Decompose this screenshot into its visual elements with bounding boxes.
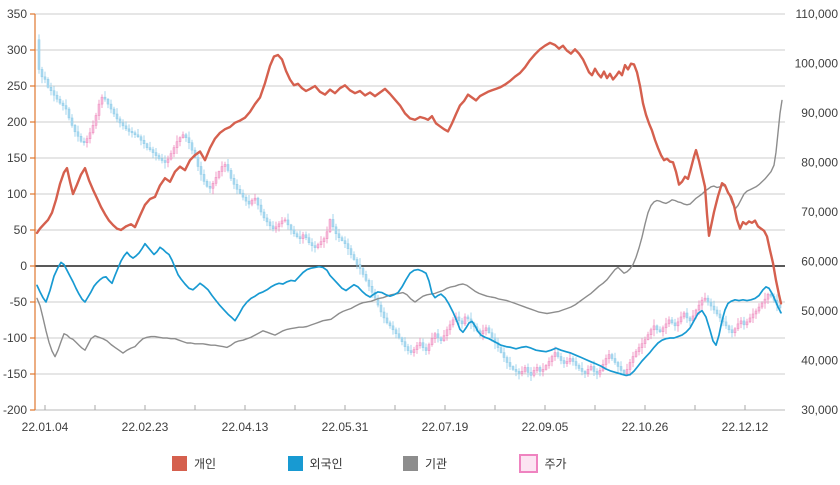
left-axis-label: -50	[10, 295, 28, 309]
x-axis-label: 22.12.12	[722, 420, 769, 434]
legend-item-institution[interactable]: 기관	[403, 456, 519, 472]
left-axis-label: 50	[14, 223, 28, 237]
right-axis-label: 90,000	[801, 106, 838, 120]
x-axis-label: 22.09.05	[522, 420, 569, 434]
legend-item-individual[interactable]: 개인	[172, 456, 288, 472]
foreigner-line	[36, 242, 782, 377]
legend-label-individual: 개인	[194, 456, 217, 471]
right-axis-label: 70,000	[801, 205, 838, 219]
right-axis-label: 50,000	[801, 304, 838, 318]
legend-item-foreigner[interactable]: 외국인	[287, 456, 404, 472]
legend-label-price: 주가	[544, 456, 567, 471]
x-axis-label: 22.04.13	[222, 420, 269, 434]
legend-item-price[interactable]: 주가	[518, 454, 635, 473]
legend-label-institution: 기관	[425, 456, 448, 471]
left-axis-label: 300	[7, 43, 27, 57]
right-axis-label: 80,000	[801, 156, 838, 170]
institution-line	[36, 99, 783, 358]
left-axis-label: -150	[3, 367, 27, 381]
right-axis-label: 30,000	[801, 403, 838, 417]
foreigner-series-swatch	[287, 456, 303, 471]
left-axis-label: 250	[7, 79, 27, 93]
individual-line	[35, 41, 783, 305]
left-axis-label: -200	[3, 403, 27, 417]
right-axis-label: 100,000	[795, 57, 839, 71]
left-axis-label: 200	[7, 115, 27, 129]
left-axis-label: 150	[7, 151, 27, 165]
x-axis-label: 22.10.26	[622, 420, 669, 434]
legend-label-foreigner: 외국인	[309, 456, 343, 471]
right-axis-label: 60,000	[801, 255, 838, 269]
x-axis-label: 22.07.19	[422, 420, 469, 434]
individual-series-swatch	[172, 456, 187, 471]
x-axis-label: 22.01.04	[22, 420, 69, 434]
x-axis-label: 22.05.31	[322, 420, 369, 434]
right-axis-label: 40,000	[801, 354, 838, 368]
left-axis-label: 0	[20, 259, 27, 273]
chart-legend: 개인 외국인 기관 주가	[172, 454, 634, 473]
price-candles	[37, 34, 782, 381]
institution-series-swatch	[403, 456, 418, 471]
left-axis-label: 100	[7, 187, 27, 201]
left-axis-label: -100	[3, 331, 27, 345]
right-axis-label: 110,000	[796, 7, 839, 21]
left-axis-label: 350	[7, 7, 27, 21]
price-series-swatch	[518, 454, 538, 473]
x-axis-label: 22.02.23	[122, 420, 169, 434]
